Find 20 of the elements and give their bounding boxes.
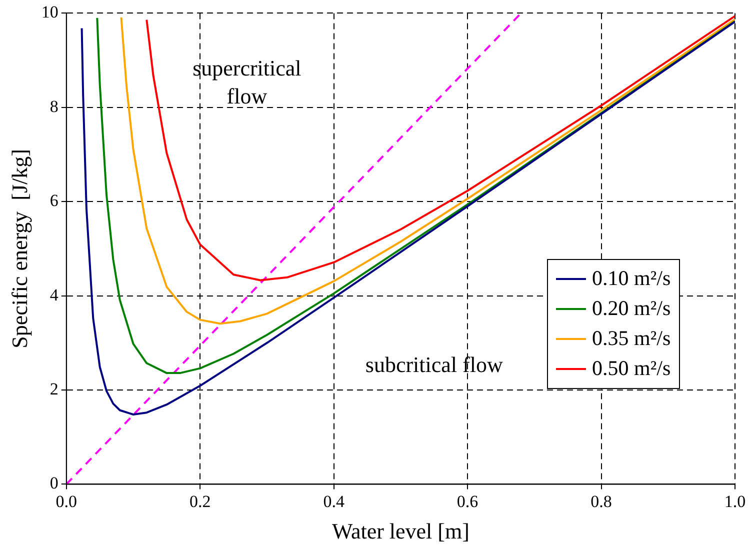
y-tick-label: 6 bbox=[50, 191, 58, 210]
x-tick-label: 0.2 bbox=[189, 492, 211, 511]
x-axis-title: Water level [m] bbox=[332, 518, 470, 544]
legend-label: 0.35 m²/s bbox=[592, 326, 671, 352]
y-tick-label: 2 bbox=[50, 379, 58, 398]
x-tick-label: 0.0 bbox=[56, 492, 78, 511]
legend-label: 0.50 m²/s bbox=[592, 356, 671, 382]
legend-label: 0.20 m²/s bbox=[592, 296, 671, 322]
x-tick-label: 0.6 bbox=[456, 492, 478, 511]
x-tick-label: 0.4 bbox=[323, 492, 345, 511]
x-tick-label: 1.0 bbox=[724, 492, 746, 511]
y-tick-label: 4 bbox=[50, 285, 59, 304]
y-tick-label: 8 bbox=[50, 96, 58, 116]
y-tick-label: 10 bbox=[41, 2, 58, 22]
x-tick-label: 0.8 bbox=[590, 492, 612, 511]
annotation: subcritical flow bbox=[365, 352, 503, 378]
legend-label: 0.10 m²/s bbox=[592, 266, 671, 292]
annotation: supercritical flow bbox=[192, 56, 302, 109]
y-axis-title: Specific energy [J/kg] bbox=[6, 149, 32, 348]
y-tick-label: 0 bbox=[50, 474, 58, 493]
